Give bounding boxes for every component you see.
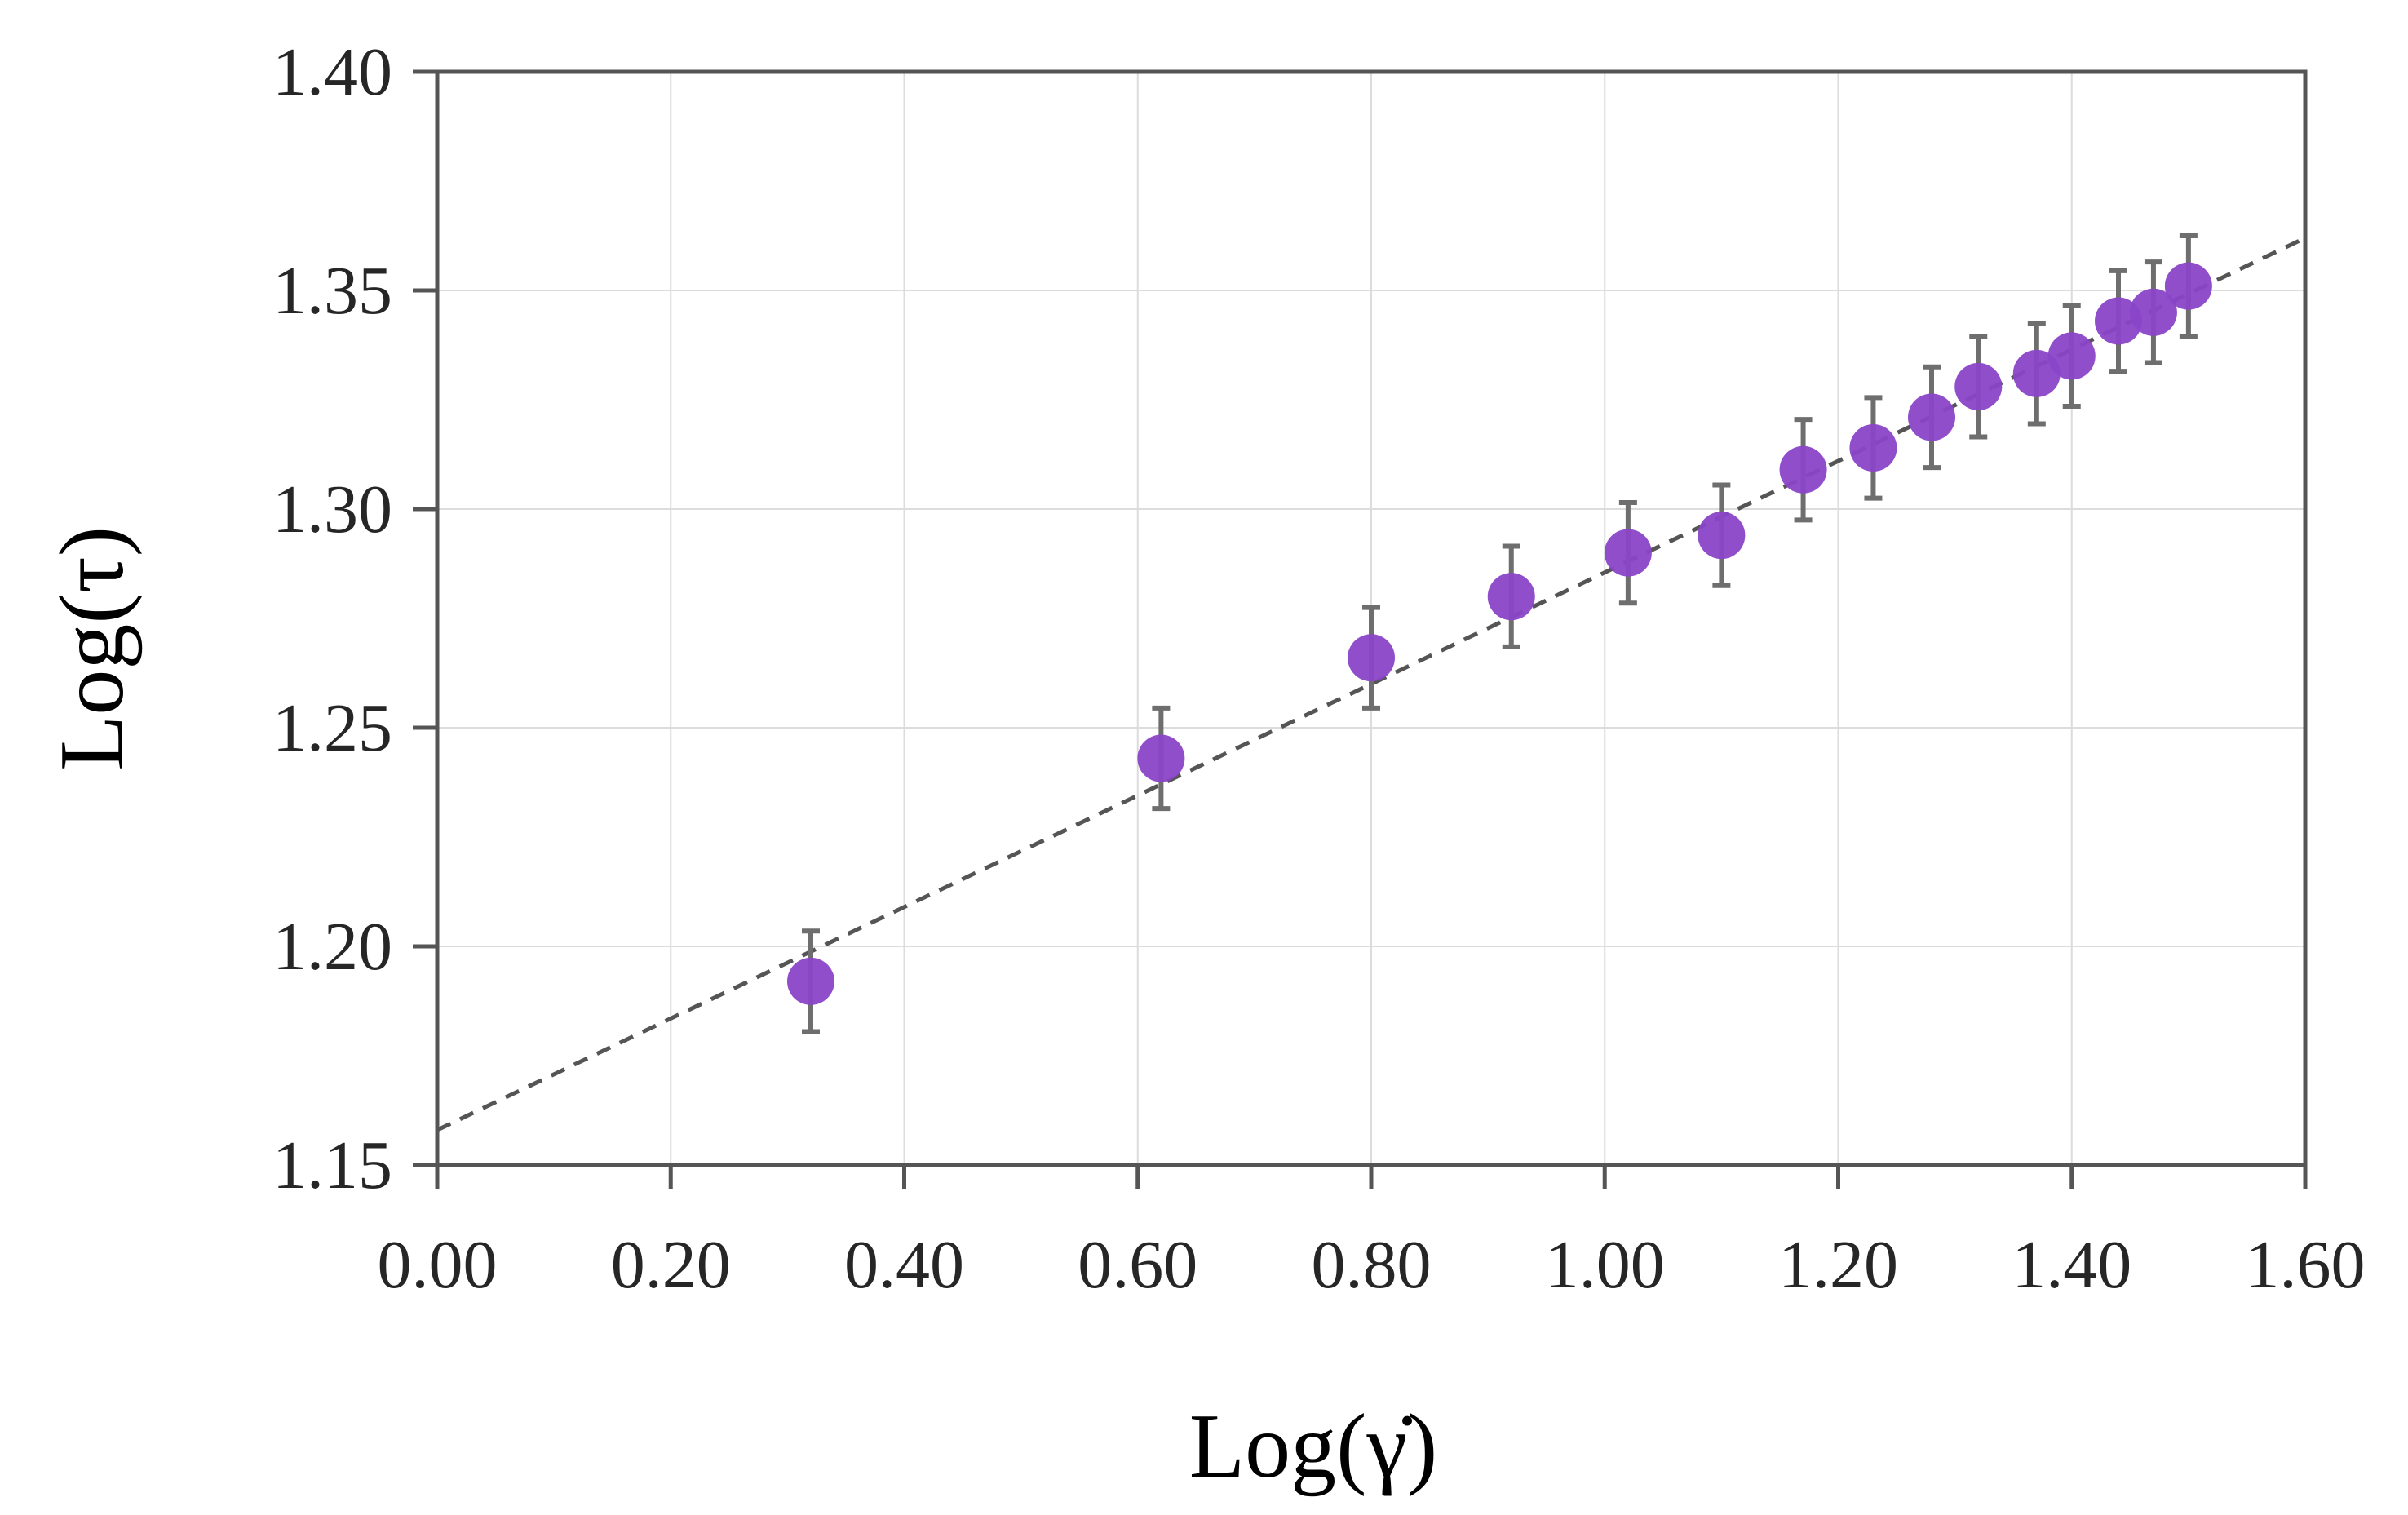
x-tick-label: 0.40 [844, 1227, 964, 1303]
data-point [1698, 512, 1746, 560]
axes [413, 69, 2308, 1189]
x-tick-labels: 0.00 0.20 0.40 0.60 0.80 1.00 1.20 1.40 1.60 [378, 1227, 2366, 1303]
x-tick-label: 0.00 [378, 1227, 498, 1303]
data-point [1487, 573, 1535, 621]
x-tick-label: 1.40 [2012, 1227, 2131, 1303]
data-point [1954, 362, 2003, 410]
data-point [2129, 288, 2177, 336]
data-point [1604, 529, 1652, 577]
plot-frame [435, 69, 2308, 1167]
grid [437, 72, 2305, 1165]
data-point [1908, 393, 1955, 441]
x-tick-label: 0.20 [611, 1227, 731, 1303]
y-tick-label: 1.25 [272, 690, 392, 766]
x-tick-label: 0.80 [1312, 1227, 1432, 1303]
data-point [2012, 349, 2061, 397]
y-tick-label: 1.40 [272, 34, 392, 110]
y-tick-label: 1.20 [272, 909, 392, 985]
x-tick-label: 1.20 [1778, 1227, 1898, 1303]
data-point [1348, 634, 1395, 682]
y-tick-labels: 1.15 1.20 1.25 1.30 1.35 1.40 [272, 34, 392, 1203]
data-point [2164, 262, 2212, 310]
x-tick-label: 0.60 [1078, 1227, 1197, 1303]
data-point [1779, 445, 1827, 494]
y-tick-label: 1.30 [272, 472, 392, 547]
data-point [2047, 332, 2096, 380]
x-tick-label: 1.00 [1545, 1227, 1665, 1303]
x-tick-label: 1.60 [2246, 1227, 2366, 1303]
y-axis-label: Log(τ) [42, 526, 143, 771]
error-bars [802, 233, 2198, 1034]
data-point [787, 957, 834, 1005]
x-axis-label: Log(γ̇) [1189, 1396, 1438, 1497]
data-point [1137, 734, 1185, 782]
data-point [1849, 423, 1897, 472]
y-tick-label: 1.35 [272, 253, 392, 329]
y-tick-label: 1.15 [272, 1127, 392, 1203]
data-points [787, 262, 2212, 1005]
